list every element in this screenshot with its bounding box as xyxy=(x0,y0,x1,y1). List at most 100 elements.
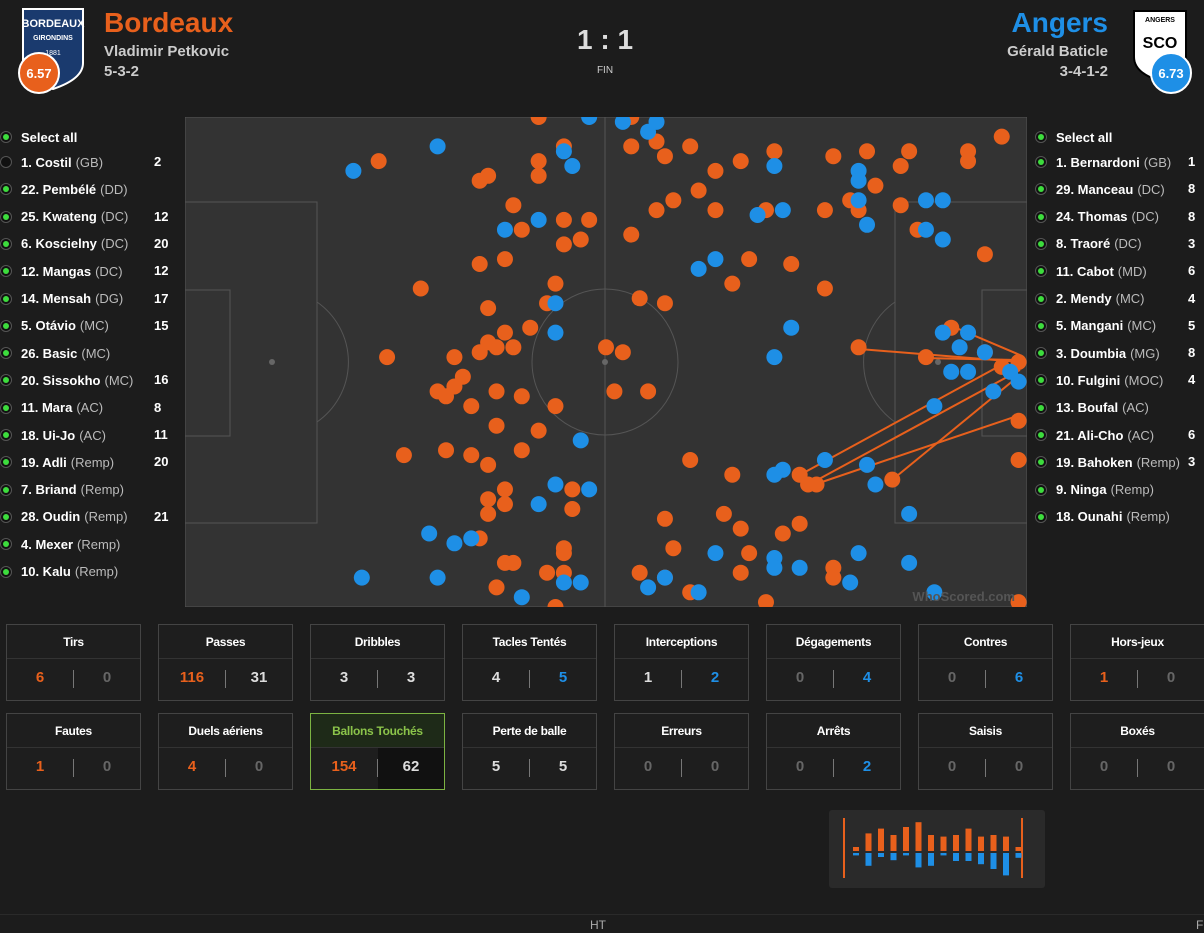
touch-dot[interactable] xyxy=(614,344,631,361)
touch-dot[interactable] xyxy=(934,324,951,341)
touch-dot[interactable] xyxy=(623,138,640,155)
stat-box[interactable]: Ballons Touchés 154 62 xyxy=(310,713,445,790)
touch-dot[interactable] xyxy=(631,564,648,581)
touch-dot[interactable] xyxy=(438,442,455,459)
touch-dot[interactable] xyxy=(850,192,867,209)
touch-dot[interactable] xyxy=(690,182,707,199)
touch-dot[interactable] xyxy=(884,471,901,488)
touch-dot[interactable] xyxy=(480,167,497,184)
stat-box[interactable]: Duels aériens 4 0 xyxy=(158,713,293,790)
player-row[interactable]: 10. Kalu (Remp) xyxy=(0,562,118,582)
touch-dot[interactable] xyxy=(656,569,673,586)
touch-dot[interactable] xyxy=(867,476,884,493)
touch-dot[interactable] xyxy=(547,275,564,292)
touch-dot[interactable] xyxy=(496,324,513,341)
toggle[interactable] xyxy=(1035,292,1047,305)
touch-dot[interactable] xyxy=(429,569,446,586)
player-row[interactable]: 19. Bahoken (Remp) xyxy=(1035,452,1180,472)
player-row[interactable]: 19. Adli (Remp) xyxy=(0,452,114,472)
touch-dot[interactable] xyxy=(598,339,614,356)
touch-dot[interactable] xyxy=(732,520,749,537)
touch-dot[interactable] xyxy=(547,295,564,312)
touch-dot[interactable] xyxy=(901,554,918,571)
touch-dot[interactable] xyxy=(951,339,968,356)
player-row[interactable]: 2. Mendy (MC) xyxy=(1035,289,1145,309)
touch-dot[interactable] xyxy=(859,216,876,233)
touch-dot[interactable] xyxy=(783,256,800,272)
player-row[interactable]: 5. Mangani (MC) xyxy=(1035,316,1156,336)
touch-dot[interactable] xyxy=(539,564,556,581)
stat-box[interactable]: Interceptions 1 2 xyxy=(614,624,749,701)
touch-dot[interactable] xyxy=(715,505,732,522)
touch-dot[interactable] xyxy=(614,117,631,130)
toggle[interactable] xyxy=(1035,510,1047,523)
touch-dot[interactable] xyxy=(791,559,808,576)
toggle[interactable] xyxy=(0,510,12,523)
touch-dot[interactable] xyxy=(547,476,564,493)
touch-dot[interactable] xyxy=(530,211,547,228)
touch-dot[interactable] xyxy=(1010,373,1027,390)
stat-box[interactable]: Dribbles 3 3 xyxy=(310,624,445,701)
touch-dot[interactable] xyxy=(530,117,547,125)
touch-dot[interactable] xyxy=(816,280,833,297)
touch-dot[interactable] xyxy=(547,324,564,341)
touch-dot[interactable] xyxy=(488,417,505,434)
toggle[interactable] xyxy=(1035,347,1047,360)
touch-dot[interactable] xyxy=(496,251,513,268)
player-row[interactable]: 11. Cabot (MD) xyxy=(1035,261,1147,281)
touch-dot[interactable] xyxy=(429,138,446,155)
touch-dot[interactable] xyxy=(816,452,833,468)
touch-dot[interactable] xyxy=(850,172,867,189)
touch-dot[interactable] xyxy=(808,476,825,493)
player-row[interactable]: 22. Pembélé (DD) xyxy=(0,179,128,199)
touch-dot[interactable] xyxy=(707,251,724,268)
player-row[interactable]: 25. Kwateng (DC) xyxy=(0,207,128,227)
touch-dot[interactable] xyxy=(581,211,598,228)
home-team-name[interactable]: Bordeaux xyxy=(104,7,234,38)
player-row[interactable]: 11. Mara (AC) xyxy=(0,398,103,418)
touch-dot[interactable] xyxy=(572,432,589,449)
touch-dot[interactable] xyxy=(530,422,547,439)
touch-dot[interactable] xyxy=(859,456,876,473)
stat-box[interactable]: Hors-jeux 1 0 xyxy=(1070,624,1204,701)
touch-dot[interactable] xyxy=(682,452,699,468)
touch-dot[interactable] xyxy=(892,197,909,214)
touch-dot[interactable] xyxy=(926,584,943,601)
touch-dot[interactable] xyxy=(656,295,673,312)
touch-dot[interactable] xyxy=(1010,452,1027,468)
stat-box[interactable]: Dégagements 0 4 xyxy=(766,624,901,701)
touch-dot[interactable] xyxy=(480,491,497,508)
touch-dot[interactable] xyxy=(471,344,488,361)
touch-dot[interactable] xyxy=(741,545,758,562)
player-row[interactable]: 5. Otávio (MC) xyxy=(0,316,109,336)
toggle[interactable] xyxy=(1035,131,1047,143)
toggle[interactable] xyxy=(0,131,12,143)
select-all[interactable]: Select all xyxy=(1035,127,1112,147)
toggle[interactable] xyxy=(1035,183,1047,196)
player-row[interactable]: 3. Doumbia (MG) xyxy=(1035,343,1160,363)
touch-dot[interactable] xyxy=(555,545,572,562)
toggle[interactable] xyxy=(0,237,12,250)
touch-dot[interactable] xyxy=(480,456,497,473)
touch-dot[interactable] xyxy=(892,158,909,174)
touch-dot[interactable] xyxy=(446,535,463,552)
stat-box[interactable]: Fautes 1 0 xyxy=(6,713,141,790)
toggle[interactable] xyxy=(1035,265,1047,278)
touch-dot[interactable] xyxy=(547,599,564,607)
toggle[interactable] xyxy=(0,374,12,387)
touch-dot[interactable] xyxy=(766,349,783,366)
touch-dot[interactable] xyxy=(960,324,977,341)
touch-dot[interactable] xyxy=(707,202,724,219)
touch-dot[interactable] xyxy=(572,231,589,248)
touch-dot[interactable] xyxy=(724,466,741,483)
touch-dot[interactable] xyxy=(732,153,749,170)
touch-dot[interactable] xyxy=(665,192,682,209)
touch-dot[interactable] xyxy=(766,143,783,160)
toggle[interactable] xyxy=(0,565,12,578)
toggle[interactable] xyxy=(1035,374,1047,387)
touch-dot[interactable] xyxy=(606,383,623,400)
touch-dot[interactable] xyxy=(564,158,581,174)
player-row[interactable]: 8. Traoré (DC) xyxy=(1035,234,1142,254)
toggle[interactable] xyxy=(1035,429,1047,441)
touch-dot[interactable] xyxy=(488,579,505,596)
